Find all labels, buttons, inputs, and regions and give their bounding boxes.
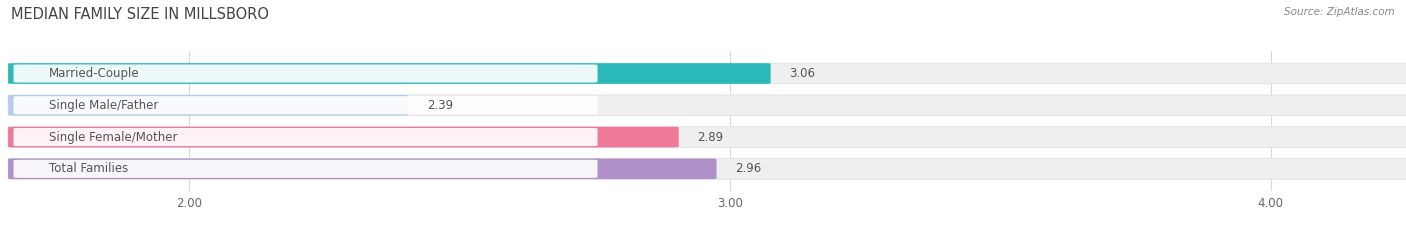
FancyBboxPatch shape bbox=[14, 65, 598, 82]
Text: Single Female/Mother: Single Female/Mother bbox=[49, 130, 177, 144]
Text: Married-Couple: Married-Couple bbox=[49, 67, 139, 80]
Text: Source: ZipAtlas.com: Source: ZipAtlas.com bbox=[1284, 7, 1395, 17]
FancyBboxPatch shape bbox=[8, 95, 1406, 116]
FancyBboxPatch shape bbox=[8, 158, 1406, 179]
FancyBboxPatch shape bbox=[8, 127, 679, 147]
FancyBboxPatch shape bbox=[8, 63, 1406, 84]
Text: Total Families: Total Families bbox=[49, 162, 128, 175]
FancyBboxPatch shape bbox=[14, 128, 598, 146]
FancyBboxPatch shape bbox=[8, 63, 770, 84]
FancyBboxPatch shape bbox=[8, 95, 408, 116]
Text: 2.39: 2.39 bbox=[427, 99, 453, 112]
Text: MEDIAN FAMILY SIZE IN MILLSBORO: MEDIAN FAMILY SIZE IN MILLSBORO bbox=[11, 7, 269, 22]
Text: 2.89: 2.89 bbox=[697, 130, 724, 144]
Text: 2.96: 2.96 bbox=[735, 162, 762, 175]
FancyBboxPatch shape bbox=[14, 160, 598, 178]
FancyBboxPatch shape bbox=[8, 127, 1406, 147]
FancyBboxPatch shape bbox=[8, 158, 717, 179]
FancyBboxPatch shape bbox=[14, 96, 598, 114]
Text: Single Male/Father: Single Male/Father bbox=[49, 99, 157, 112]
Text: 3.06: 3.06 bbox=[790, 67, 815, 80]
